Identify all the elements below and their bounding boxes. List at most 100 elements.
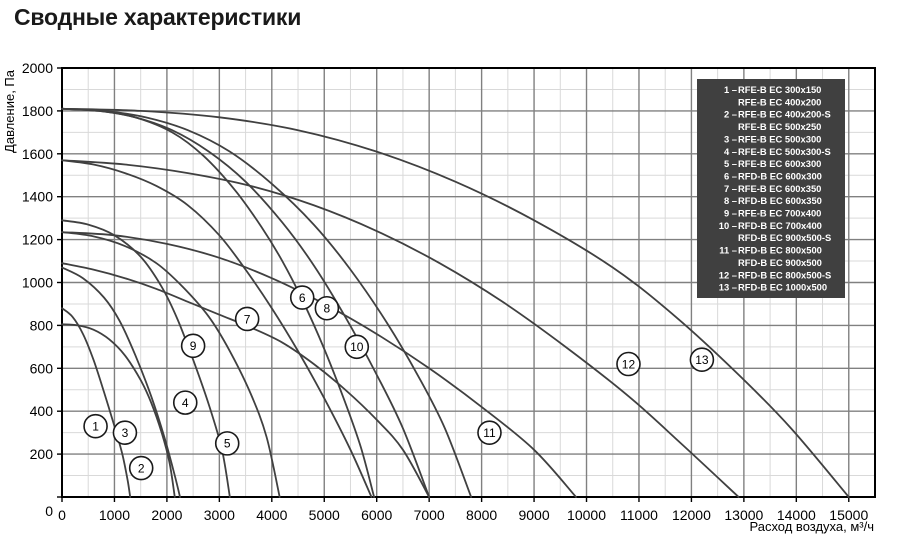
curve-marker-2: 2 — [128, 455, 154, 481]
legend-item-label: RFD-B EC 800x500-S — [738, 269, 831, 280]
marker-circle — [616, 351, 641, 377]
curve-marker-1: 1 — [83, 413, 108, 439]
legend-item-1: 1 – RFE-B EC 300x150 — [724, 84, 821, 95]
curve-marker-8: 8 — [314, 295, 340, 321]
legend-item-14: 11 – RFD-B EC 800x500 — [719, 245, 822, 256]
curve-marker-11: 11 — [477, 420, 502, 445]
marker-label: 1 — [92, 420, 99, 434]
curve-series-12 — [61, 159, 740, 498]
marker-label: 7 — [244, 312, 251, 326]
marker-circle — [180, 333, 206, 359]
y-tick-label: 1200 — [22, 232, 53, 248]
marker-label: 9 — [190, 339, 197, 353]
legend-item-13: RFD-B EC 900x500-S — [738, 232, 831, 243]
legend-item-number: 7 – — [724, 183, 737, 194]
legend-item-number: 3 – — [724, 133, 737, 144]
curve-marker-5: 5 — [214, 431, 240, 456]
legend-item-label: RFD-B EC 1000x500 — [738, 282, 827, 293]
curve-series-10 — [61, 107, 473, 498]
legend-item-label: RFD-B EC 800x500 — [738, 245, 822, 256]
legend-item-15: RFD-B EC 900x500 — [738, 257, 822, 268]
marker-circle — [234, 306, 260, 332]
legend-item-label: RFE-B EC 500x300-S — [738, 146, 831, 157]
marker-label: 13 — [695, 353, 709, 367]
legend-item-number: 1 – — [724, 84, 737, 95]
curve-marker-9: 9 — [180, 333, 206, 359]
legend-item-number: 9 – — [724, 208, 737, 219]
legend-item-16: 12 – RFD-B EC 800x500-S — [719, 269, 832, 280]
curve-marker-10: 10 — [344, 334, 370, 360]
legend-item-number: 13 – — [719, 282, 737, 293]
legend-item-label: RFE-B EC 400x200 — [738, 96, 821, 107]
x-tick-label: 11000 — [620, 507, 658, 523]
marker-circle — [289, 285, 315, 310]
curve-marker-3: 3 — [112, 420, 138, 445]
x-tick-label: 7000 — [414, 507, 445, 523]
x-tick-label: 14000 — [777, 507, 816, 523]
legend-item-9: 7 – RFE-B EC 600x350 — [724, 183, 821, 194]
legend-item-10: 8 – RFD-B EC 600x350 — [724, 195, 822, 206]
x-tick-label: 6000 — [361, 507, 392, 523]
legend-item-6: 4 – RFE-B EC 500x300-S — [724, 146, 831, 157]
marker-circle — [344, 334, 370, 360]
curve-series-4 — [61, 219, 231, 498]
legend-item-number: 6 – — [724, 170, 737, 181]
page-title: Сводные характеристики — [14, 4, 302, 30]
x-axis-title: Расход воздуха, м³/ч — [749, 519, 874, 534]
x-tick-label: 8000 — [466, 507, 497, 523]
curve-series-8 — [61, 107, 431, 498]
legend-item-label: RFE-B EC 600x350 — [738, 183, 821, 194]
legend-item-3: 2 – RFE-B EC 400x200-S — [724, 109, 831, 120]
x-tick-label: 0 — [58, 507, 66, 523]
curve-series-7 — [61, 159, 373, 498]
x-tick-label: 3000 — [204, 507, 235, 523]
legend-item-5: 3 – RFE-B EC 500x300 — [724, 133, 821, 144]
legend-item-label: RFE-B EC 700x400 — [738, 208, 821, 219]
marker-label: 11 — [483, 426, 496, 440]
legend-item-number: 8 – — [724, 195, 737, 206]
x-tick-label: 15000 — [829, 507, 868, 523]
marker-circle — [83, 413, 108, 439]
curve-series-5 — [61, 231, 281, 498]
y-tick-label: 600 — [30, 360, 54, 376]
legend-item-4: RFE-B EC 500x250 — [738, 121, 821, 132]
marker-circle — [172, 390, 198, 415]
legend-background — [697, 79, 845, 298]
legend-item-number: 5 – — [724, 158, 737, 169]
x-tick-label: 13000 — [724, 507, 763, 523]
curve-marker-4: 4 — [172, 390, 198, 415]
legend-item-label: RFD-B EC 600x350 — [738, 195, 822, 206]
legend-item-11: 9 – RFE-B EC 700x400 — [724, 208, 821, 219]
y-tick-label: 1600 — [22, 146, 53, 162]
y-tick-label: 800 — [30, 317, 54, 333]
x-tick-label: 5000 — [309, 507, 340, 523]
legend-item-number: 4 – — [724, 146, 737, 157]
y-tick-label: 0 — [45, 503, 53, 519]
y-tick-label: 200 — [30, 446, 54, 462]
x-tick-labels: 0 1000 2000 3000 4000 5000 6000 7000 8000 9000 100… — [58, 507, 868, 523]
marker-circle — [689, 347, 715, 373]
x-tick-label: 1000 — [99, 507, 130, 523]
legend-item-number: 10 – — [719, 220, 737, 231]
legend-item-label: RFD-B EC 600x300 — [738, 170, 822, 181]
marker-label: 2 — [138, 461, 145, 475]
x-tick-label: 10000 — [567, 507, 606, 523]
y-tick-label: 400 — [30, 403, 54, 419]
legend-item-label: RFE-B EC 500x250 — [738, 121, 821, 132]
marker-label: 8 — [324, 302, 331, 316]
x-tick-label: 2000 — [151, 507, 182, 523]
marker-circle — [112, 420, 138, 445]
legend-item-label: RFD-B EC 900x500-S — [738, 232, 831, 243]
y-tick-label: 1400 — [22, 189, 53, 205]
curve-marker-13: 13 — [689, 347, 715, 373]
x-tick-label: 4000 — [256, 507, 287, 523]
legend-item-number: 2 – — [724, 109, 737, 120]
marker-circle — [128, 455, 154, 481]
curve-series-13 — [61, 107, 850, 498]
curve-marker-7: 7 — [234, 306, 260, 332]
y-tick-label: 2000 — [22, 60, 53, 76]
marker-label: 5 — [224, 437, 231, 451]
curve-marker-6: 6 — [289, 285, 315, 310]
